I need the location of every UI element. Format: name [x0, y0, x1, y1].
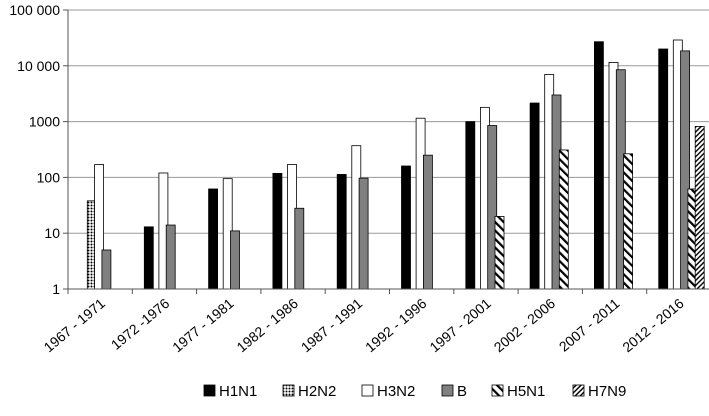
legend: H1N1 H2N2 H3N2 B H5N1 H7N9 [203, 383, 626, 400]
bar-h1n1-4 [336, 174, 347, 290]
legend-swatch-h2n2 [282, 384, 295, 397]
bar-b-2 [230, 230, 240, 290]
bar-h1n1-1 [143, 226, 154, 290]
y-tick-label: 100 [37, 169, 61, 185]
x-tick-label: 1967 - 1971 [41, 295, 109, 355]
legend-label-h2n2: H2N2 [298, 383, 336, 400]
y-tick-label: 10 [44, 225, 60, 241]
y-tick-label: 1000 [29, 114, 60, 130]
bar-h5n1-6 [494, 216, 505, 290]
bar-b-0 [101, 249, 112, 290]
bar-b-3 [294, 207, 305, 290]
y-axis-tick-labels: 1 10 100 1000 10 000 100 000 [9, 2, 60, 297]
x-tick-label: 1997 - 2001 [426, 295, 494, 355]
bar-h1n1-2 [208, 188, 219, 290]
bar-b-5 [422, 154, 433, 290]
legend-label-h7n9: H7N9 [588, 383, 626, 400]
legend-label-b: B [457, 383, 467, 400]
bar-h7n9-9 [694, 126, 705, 290]
bar-h5n1-8 [623, 153, 633, 290]
y-tick-label: 1 [52, 281, 60, 297]
y-tick-label: 100 000 [9, 2, 60, 18]
bar-h1n1-9 [658, 48, 669, 290]
x-tick-label: 2012 - 2016 [619, 295, 687, 355]
bar-b-1 [165, 224, 176, 290]
axes [63, 9, 709, 294]
legend-swatch-b [441, 384, 454, 397]
x-tick-label: 1992 - 1996 [362, 295, 430, 355]
bars [86, 39, 705, 290]
x-tick-label: 2007 - 2011 [556, 295, 623, 355]
legend-label-h1n1: H1N1 [219, 383, 257, 400]
legend-label-h3n2: H3N2 [377, 383, 415, 400]
x-tick-label: 1982 - 1986 [233, 295, 301, 355]
y-tick-label: 10 000 [17, 58, 60, 74]
bar-h5n1-7 [558, 149, 569, 290]
legend-swatch-h5n1 [491, 384, 504, 397]
bar-b-4 [358, 177, 369, 290]
bar-h1n1-5 [401, 165, 411, 290]
legend-swatch-h1n1 [203, 384, 216, 397]
x-tick-label: 2002 - 2006 [491, 295, 559, 355]
x-tick-label: 1987 - 1991 [298, 295, 366, 355]
bar-h1n1-7 [529, 102, 540, 290]
legend-label-h5n1: H5N1 [507, 383, 545, 400]
x-tick-label: 1972 -1976 [108, 295, 173, 353]
x-tick-label: 1977 - 1981 [169, 295, 237, 355]
bar-h1n1-3 [272, 172, 283, 290]
bar-h1n1-8 [594, 41, 604, 290]
legend-swatch-h3n2 [361, 384, 374, 397]
bar-h1n1-6 [465, 121, 476, 290]
legend-swatch-h7n9 [572, 384, 585, 397]
